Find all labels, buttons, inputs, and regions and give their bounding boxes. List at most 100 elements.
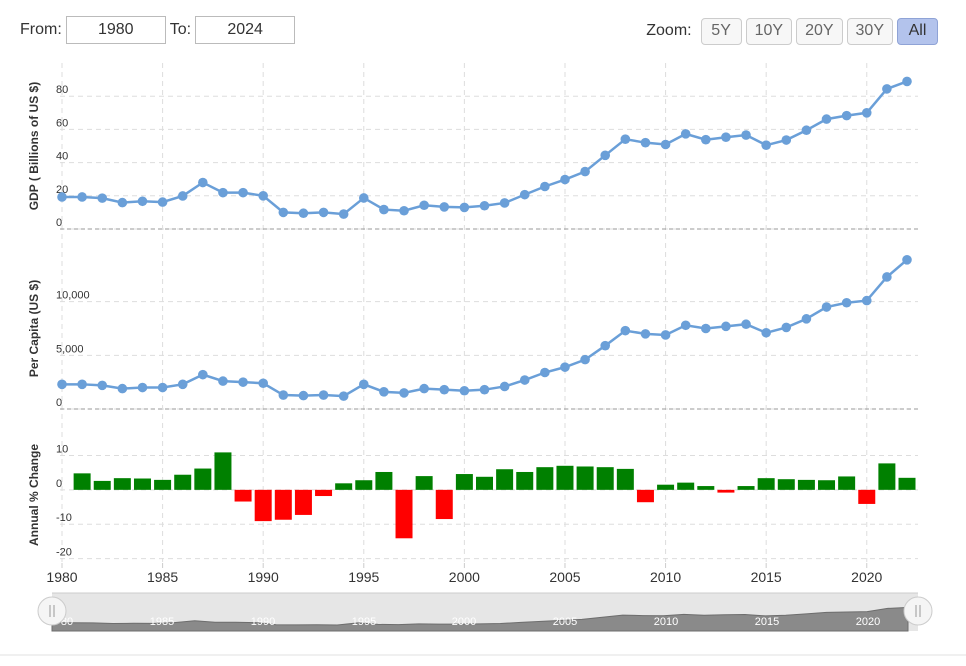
change-bar [214,452,232,490]
change-bar [576,466,594,490]
data-point [660,330,671,340]
y-tick-label: 0 [56,478,62,490]
handle-circle [903,596,933,626]
change-bar [878,463,896,490]
data-point [841,297,852,308]
change-bar [596,467,614,490]
navigator-right-handle[interactable] [903,596,933,626]
y-tick-label: 20 [56,184,68,196]
x-tick-label: 1985 [147,569,178,585]
change-bar [335,483,353,490]
data-point [721,321,731,332]
data-point [338,209,349,219]
change-bar [274,489,292,520]
zoom-5y-button[interactable]: 5Y [700,17,742,45]
y-tick-label: 10,000 [56,290,90,302]
data-point [379,387,389,397]
change-bar [496,469,514,490]
data-point [781,135,792,145]
data-point [580,166,590,177]
navigator-tick-label: 2010 [654,616,678,628]
change-bar [536,467,554,490]
data-point [157,197,168,207]
data-point [620,134,631,144]
change-bar [355,480,373,490]
data-point [902,255,912,265]
data-point [540,181,550,192]
y-axis-title: Per Capita (US $) [27,280,41,377]
data-point [57,192,67,202]
zoom-label: Zoom: [646,22,692,39]
change-bar [315,489,333,497]
data-point [439,384,450,395]
y-tick-label: -10 [56,512,72,524]
zoom-all-button[interactable]: All [897,17,938,45]
change-bar [234,489,252,502]
data-point [882,84,892,94]
change-bar [113,478,131,490]
data-point [701,323,711,334]
data-point [821,302,832,312]
from-date-input[interactable] [65,16,166,44]
change-bar [697,486,715,490]
y-tick-label: 10 [56,443,68,455]
y-tick-label: 40 [56,151,68,163]
data-point [218,376,228,386]
data-point [479,384,490,395]
y-tick-label: 60 [56,117,68,129]
zoom-10y-button[interactable]: 10Y [745,17,793,45]
data-point [519,375,530,385]
data-point [198,177,208,188]
navigator-tick-label: 1990 [251,616,275,628]
navigator-tick-label: 2015 [755,616,779,628]
data-point [258,191,268,201]
data-point [640,329,651,339]
navigator-tick-label: 1995 [352,616,376,628]
data-point [600,150,611,161]
navigator-tick-label: 1985 [150,616,174,628]
change-bar [636,489,654,503]
change-bar [455,474,473,490]
data-point [157,382,168,393]
data-point [902,76,912,87]
data-point [620,325,631,336]
change-bar [556,465,574,490]
data-point [218,187,228,198]
change-bar [294,489,312,515]
change-bar [657,484,675,490]
data-point [801,125,812,136]
change-bar [476,476,493,490]
data-point [560,174,570,185]
change-bar [174,474,192,490]
data-point [519,189,530,200]
data-point [560,362,570,372]
data-point [781,322,792,333]
data-point [238,187,248,198]
data-point [499,381,510,392]
zoom-20y-button[interactable]: 20Y [796,17,843,45]
data-point [177,379,188,390]
x-tick-label: 2010 [650,569,681,585]
change-bar [133,478,151,490]
zoom-selector: Zoom: 5Y 10Y 20Y 30Y All [646,17,938,45]
x-tick-label: 2000 [449,569,480,585]
data-point [97,193,108,203]
change-bar [898,477,916,490]
navigator-tick-label: 2005 [553,616,577,628]
change-bar [395,489,413,539]
data-point [177,191,188,201]
navigator-left-handle[interactable] [37,596,67,626]
change-bar [154,479,172,490]
to-date-input[interactable] [195,16,296,44]
data-point [680,320,691,331]
data-point [701,134,711,145]
zoom-30y-button[interactable]: 30Y [846,17,893,45]
change-bar [254,489,272,522]
change-bar [194,468,212,490]
data-point [198,369,208,380]
data-point [580,354,590,365]
y-tick-label: 5,000 [56,343,84,355]
data-point [258,378,268,389]
x-tick-label: 2015 [751,569,782,585]
y-tick-label: 0 [56,217,62,229]
